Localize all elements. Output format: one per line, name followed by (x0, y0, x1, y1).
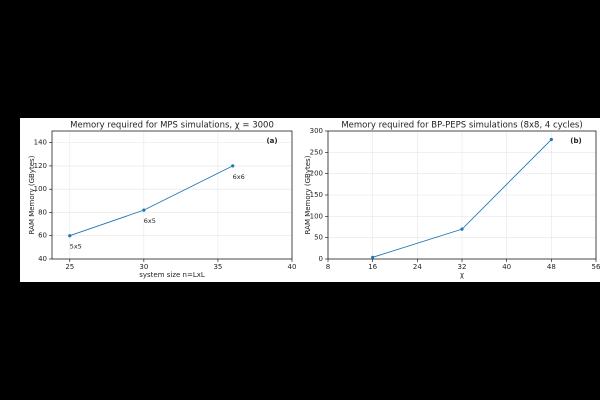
point-label: 5x5 (70, 243, 82, 251)
y-tick-label: 100 (34, 185, 47, 193)
data-point (142, 208, 146, 212)
data-point (549, 137, 553, 142)
x-tick-label: 40 (288, 263, 297, 271)
plot-frame (327, 130, 597, 260)
y-tick-label: 120 (34, 162, 47, 170)
y-tick-label: 250 (310, 148, 323, 156)
point-label: 6x5 (144, 217, 156, 225)
x-tick-label: 8 (326, 263, 330, 271)
y-tick-label: 80 (38, 208, 47, 216)
data-point (231, 164, 235, 168)
y-tick-label: 60 (38, 232, 47, 240)
figure-background (20, 118, 600, 282)
panel-label: (a) (266, 137, 277, 145)
x-tick-label: 16 (368, 263, 377, 271)
x-tick-label: 40 (502, 263, 511, 271)
y-tick-label: 140 (34, 139, 47, 147)
y-tick-label: 40 (38, 255, 47, 263)
x-tick-label: 25 (65, 263, 74, 271)
point-label: 6x6 (233, 173, 245, 181)
data-point (460, 227, 464, 231)
chart-title: Memory required for BP-PEPS simulations … (341, 121, 582, 131)
y-tick-label: 150 (310, 191, 323, 199)
x-tick-label: 30 (139, 263, 148, 271)
x-axis-label: system size n=LxL (139, 271, 205, 279)
x-tick-label: 48 (547, 263, 556, 271)
y-tick-label: 0 (319, 255, 323, 263)
x-tick-label: 24 (413, 263, 422, 271)
data-point (68, 234, 72, 238)
x-tick-label: 56 (592, 263, 600, 271)
y-tick-label: 300 (310, 127, 323, 135)
x-tick-label: 35 (213, 263, 222, 271)
panel-label: (b) (570, 137, 581, 145)
data-point (371, 255, 375, 259)
y-axis-label: RAM Memory (GBytes) (28, 155, 36, 234)
y-axis-label: RAM Memory (GBytes) (304, 155, 312, 234)
y-tick-label: 100 (310, 212, 323, 220)
chart-title: Memory required for MPS simulations, χ =… (70, 121, 274, 131)
y-tick-label: 50 (314, 234, 323, 242)
x-tick-label: 32 (458, 263, 467, 271)
plot-frame (51, 130, 293, 260)
x-axis-label: χ (460, 271, 464, 279)
y-tick-label: 200 (310, 170, 323, 178)
